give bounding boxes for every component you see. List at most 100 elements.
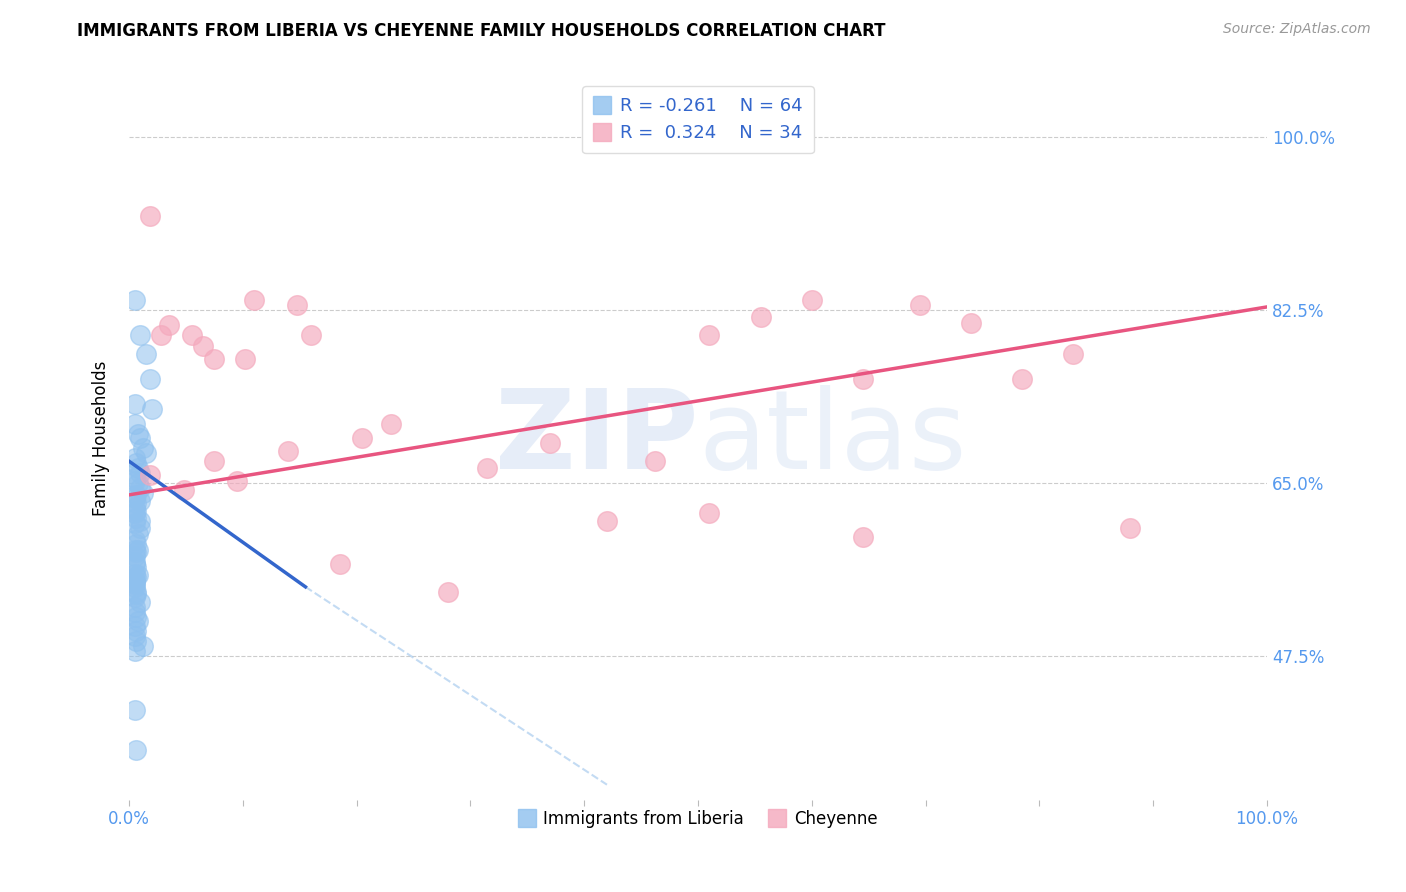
Point xyxy=(352,432,374,446)
Point xyxy=(129,327,152,342)
Point xyxy=(127,461,149,475)
Point xyxy=(127,475,149,490)
Point xyxy=(125,743,148,757)
Point xyxy=(852,530,875,544)
Text: IMMIGRANTS FROM LIBERIA VS CHEYENNE FAMILY HOUSEHOLDS CORRELATION CHART: IMMIGRANTS FROM LIBERIA VS CHEYENNE FAMI… xyxy=(77,22,886,40)
Point xyxy=(127,568,149,582)
Point xyxy=(380,417,402,431)
Point xyxy=(299,327,322,342)
Point xyxy=(124,555,146,569)
Point xyxy=(132,639,155,653)
Point xyxy=(127,527,149,541)
Point xyxy=(124,397,146,411)
Point xyxy=(138,468,160,483)
Text: atlas: atlas xyxy=(697,385,966,492)
Point xyxy=(138,209,160,223)
Point xyxy=(124,590,146,604)
Point xyxy=(135,347,157,361)
Point xyxy=(129,466,152,480)
Point xyxy=(125,634,148,648)
Point xyxy=(124,491,146,505)
Point xyxy=(124,500,146,515)
Point xyxy=(124,474,146,488)
Point xyxy=(129,481,152,495)
Point xyxy=(125,609,148,624)
Point xyxy=(1011,372,1033,386)
Point xyxy=(329,557,352,571)
Point xyxy=(1119,520,1142,534)
Point xyxy=(129,432,152,446)
Point xyxy=(173,483,195,497)
Point xyxy=(129,595,152,609)
Point xyxy=(124,704,146,718)
Point xyxy=(287,298,309,312)
Point xyxy=(125,570,148,584)
Point xyxy=(124,577,146,591)
Point xyxy=(124,644,146,658)
Point xyxy=(436,584,458,599)
Point xyxy=(800,293,823,307)
Point xyxy=(277,444,299,458)
Point xyxy=(125,560,148,574)
Point xyxy=(125,510,148,524)
Point xyxy=(127,543,149,558)
Point xyxy=(124,506,146,520)
Point xyxy=(124,516,146,530)
Point xyxy=(226,474,249,488)
Point xyxy=(908,298,931,312)
Point xyxy=(699,327,721,342)
Point xyxy=(125,584,148,599)
Point xyxy=(127,615,149,629)
Point xyxy=(124,451,146,466)
Point xyxy=(124,599,146,614)
Point xyxy=(124,605,146,619)
Point xyxy=(132,442,155,456)
Point xyxy=(124,573,146,587)
Point xyxy=(124,580,146,594)
Point xyxy=(1062,347,1084,361)
Text: ZIP: ZIP xyxy=(495,385,697,492)
Point xyxy=(125,545,148,559)
Point xyxy=(124,293,146,307)
Point xyxy=(129,493,152,508)
Point xyxy=(124,629,146,643)
Point xyxy=(132,486,155,500)
Y-axis label: Family Households: Family Households xyxy=(93,360,110,516)
Point xyxy=(749,310,772,324)
Point xyxy=(477,461,499,475)
Point xyxy=(124,566,146,581)
Point xyxy=(191,339,214,353)
Point xyxy=(125,456,148,470)
Point xyxy=(125,624,148,639)
Point xyxy=(125,488,148,502)
Point xyxy=(960,316,983,330)
Point xyxy=(124,471,146,485)
Point xyxy=(124,417,146,431)
Point xyxy=(124,557,146,571)
Point xyxy=(204,352,226,367)
Point xyxy=(125,537,148,551)
Point xyxy=(138,372,160,386)
Point xyxy=(125,587,148,601)
Point xyxy=(124,549,146,564)
Point xyxy=(124,543,146,558)
Text: Source: ZipAtlas.com: Source: ZipAtlas.com xyxy=(1223,22,1371,37)
Point xyxy=(180,327,202,342)
Point xyxy=(129,514,152,528)
Point xyxy=(233,352,256,367)
Point xyxy=(135,446,157,460)
Point xyxy=(596,514,619,528)
Point xyxy=(141,401,163,416)
Point xyxy=(149,327,172,342)
Point xyxy=(852,372,875,386)
Point xyxy=(644,454,666,468)
Point xyxy=(157,318,180,332)
Legend: Immigrants from Liberia, Cheyenne: Immigrants from Liberia, Cheyenne xyxy=(512,803,884,835)
Point xyxy=(124,574,146,589)
Point xyxy=(124,533,146,548)
Point xyxy=(538,436,561,450)
Point xyxy=(124,619,146,633)
Point xyxy=(204,454,226,468)
Point xyxy=(127,426,149,441)
Point xyxy=(129,520,152,534)
